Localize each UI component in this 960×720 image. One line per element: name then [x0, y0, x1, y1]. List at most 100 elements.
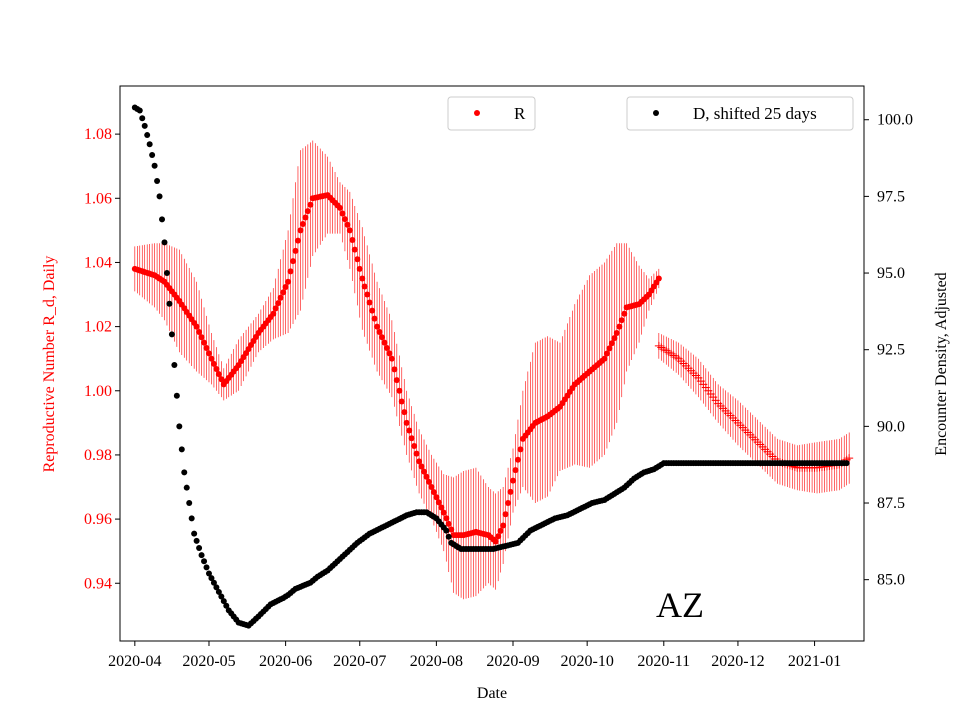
- r-point: [277, 294, 284, 301]
- y-right-tick-label: 95.0: [877, 265, 905, 282]
- d-point: [218, 593, 225, 600]
- r-point: [344, 221, 351, 228]
- r-point: [307, 201, 314, 208]
- x-tick-label: 2020-06: [259, 653, 312, 670]
- r-point: [205, 350, 212, 357]
- legend-d-label: D, shifted 25 days: [693, 104, 817, 123]
- r-point: [290, 258, 297, 265]
- r-point: [371, 315, 378, 322]
- d-point: [193, 537, 200, 544]
- d-point: [223, 602, 230, 609]
- d-point: [213, 584, 220, 591]
- d-point: [186, 500, 193, 507]
- x-tick-label: 2020-08: [410, 653, 463, 670]
- r-point: [621, 310, 628, 317]
- r-point: [393, 377, 400, 384]
- r-point: [517, 446, 524, 453]
- r-point: [388, 355, 395, 362]
- r-point: [425, 478, 432, 485]
- d-point: [144, 132, 151, 139]
- d-point: [201, 558, 208, 565]
- r-point: [408, 435, 415, 442]
- d-point: [166, 300, 173, 307]
- d-point: [205, 570, 212, 577]
- r-point: [495, 533, 502, 540]
- r-point: [613, 330, 620, 337]
- r-point: [349, 236, 356, 243]
- r-point: [443, 515, 450, 522]
- r-point: [421, 468, 428, 475]
- r-point: [346, 227, 353, 234]
- x-tick-label: 2020-10: [560, 653, 613, 670]
- r-point: [507, 488, 514, 495]
- r-point: [492, 538, 499, 545]
- y-right-tick-label: 87.5: [877, 495, 905, 512]
- r-point: [606, 345, 613, 352]
- r-point: [299, 220, 306, 227]
- d-point: [191, 530, 198, 537]
- r-point: [354, 256, 361, 263]
- series-d: [131, 104, 850, 629]
- d-point: [139, 115, 146, 122]
- d-point: [208, 575, 215, 582]
- y-left-tick-label: 0.96: [84, 511, 112, 528]
- r-point: [339, 210, 346, 217]
- r-point: [655, 275, 662, 282]
- d-point: [445, 533, 452, 540]
- r-point: [218, 376, 225, 383]
- d-point: [220, 598, 227, 605]
- r-point: [433, 494, 440, 501]
- r-point: [428, 484, 435, 491]
- r-point: [374, 323, 381, 330]
- x-tick-label: 2020-07: [333, 653, 386, 670]
- r-point: [272, 305, 279, 312]
- x-tick-label: 2021-01: [788, 653, 841, 670]
- y-left-tick-label: 1.00: [84, 383, 112, 400]
- x-tick-label: 2020-04: [108, 653, 161, 670]
- r-point: [383, 344, 390, 351]
- r-point: [510, 477, 517, 484]
- d-point: [159, 216, 166, 223]
- r-point: [391, 366, 398, 373]
- d-point: [149, 151, 156, 158]
- r-point: [208, 355, 215, 362]
- r-point: [413, 450, 420, 457]
- series-r: [131, 140, 662, 600]
- legend-d: D, shifted 25 days: [626, 96, 854, 131]
- r-point: [203, 344, 210, 351]
- r-point: [448, 526, 455, 533]
- r-point: [364, 291, 371, 298]
- d-point: [136, 107, 143, 114]
- d-point: [168, 331, 175, 338]
- x-tick-label: 2020-09: [486, 653, 539, 670]
- r-point: [193, 323, 200, 330]
- x-tick-label: 2020-05: [182, 653, 235, 670]
- r-point: [398, 398, 405, 405]
- r-point: [336, 204, 343, 211]
- r-point: [379, 334, 386, 341]
- d-point: [161, 239, 168, 246]
- r-point: [270, 310, 277, 317]
- r-point: [616, 323, 623, 330]
- r-point: [198, 334, 205, 341]
- r-point: [401, 409, 408, 416]
- r-point: [438, 504, 445, 511]
- r-projected-point: [845, 454, 854, 463]
- y-right-tick-label: 85.0: [877, 572, 905, 589]
- d-point: [188, 515, 195, 522]
- y-axis-label-right: Encounter Density, Adjusted: [933, 272, 950, 455]
- r-point: [297, 227, 304, 234]
- r-point: [423, 473, 430, 480]
- y-left-tick-label: 1.06: [84, 190, 112, 207]
- r-point: [201, 339, 208, 346]
- r-point: [381, 339, 388, 346]
- d-point: [141, 122, 148, 129]
- x-tick-label: 2020-12: [711, 653, 764, 670]
- r-point: [435, 499, 442, 506]
- r-point: [430, 489, 437, 496]
- y-right-tick-label: 92.5: [877, 342, 905, 359]
- r-point: [411, 442, 418, 449]
- legend-r: R: [447, 96, 536, 131]
- r-point: [275, 300, 282, 307]
